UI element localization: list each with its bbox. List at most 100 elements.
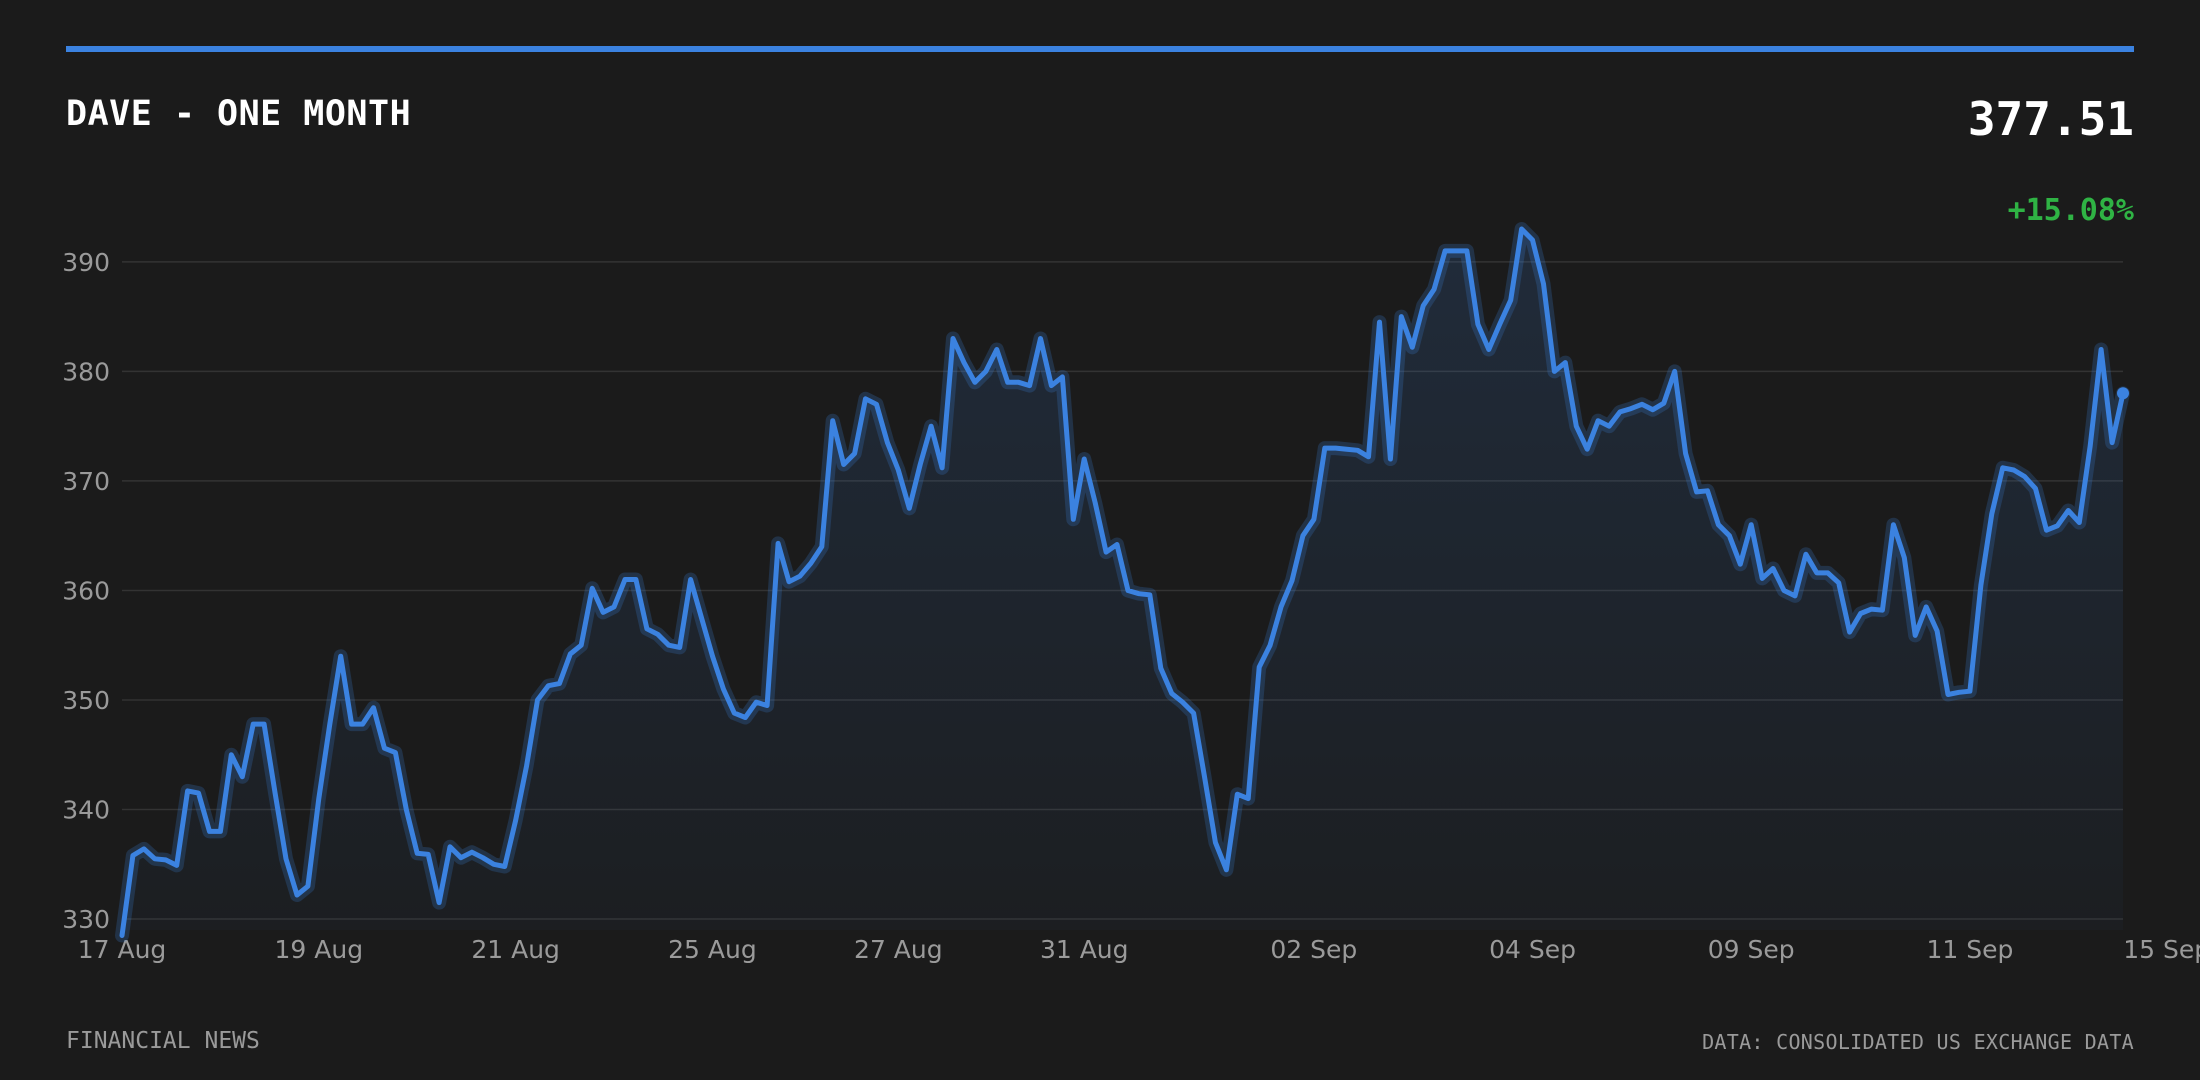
data-point	[1673, 369, 1677, 373]
data-point	[262, 722, 266, 726]
data-point	[754, 700, 758, 704]
data-point	[623, 578, 627, 582]
data-point	[459, 856, 463, 860]
data-point	[1870, 607, 1874, 611]
x-tick-label: 17 Aug	[78, 935, 167, 964]
data-point	[1093, 501, 1097, 505]
x-tick-label: 02 Sep	[1270, 935, 1357, 964]
data-point	[896, 468, 900, 472]
data-point	[1979, 583, 1983, 587]
data-point	[798, 574, 802, 578]
data-point	[1290, 579, 1294, 583]
data-point	[131, 854, 135, 858]
data-point	[1727, 534, 1731, 538]
data-point	[1028, 384, 1032, 388]
data-point	[1203, 775, 1207, 779]
data-point	[1017, 380, 1021, 384]
data-point	[2023, 475, 2027, 479]
data-point	[1137, 592, 1141, 596]
data-point	[2055, 524, 2059, 528]
data-point	[153, 857, 157, 861]
data-point	[1082, 457, 1086, 461]
data-point	[1367, 455, 1371, 459]
data-point	[1071, 517, 1075, 521]
x-tick-label: 15 Sep	[2123, 935, 2200, 964]
data-point	[1815, 571, 1819, 575]
data-point	[557, 682, 561, 686]
price-change: +15.08%	[2007, 193, 2134, 228]
data-point	[1323, 446, 1327, 450]
data-point	[1039, 337, 1043, 341]
data-point	[700, 616, 704, 620]
data-point	[995, 348, 999, 352]
data-point	[1848, 630, 1852, 634]
data-point	[273, 791, 277, 795]
data-point	[1531, 238, 1535, 242]
x-tick-label: 31 Aug	[1040, 935, 1129, 964]
data-point	[218, 829, 222, 833]
data-point	[885, 441, 889, 445]
data-point	[1738, 562, 1742, 566]
data-point	[1924, 605, 1928, 609]
data-point	[1509, 298, 1513, 302]
x-tick-label: 11 Sep	[1926, 935, 2013, 964]
data-point	[1410, 345, 1414, 349]
data-point	[1312, 517, 1316, 521]
data-point	[1060, 375, 1064, 379]
data-point	[1563, 361, 1567, 365]
data-point	[339, 654, 343, 658]
data-point	[470, 850, 474, 854]
data-point	[186, 789, 190, 793]
data-point	[317, 797, 321, 801]
data-point	[1432, 287, 1436, 291]
data-point	[426, 852, 430, 856]
data-point	[787, 580, 791, 584]
data-point	[1782, 589, 1786, 593]
data-point	[1246, 797, 1250, 801]
data-point	[1170, 691, 1174, 695]
data-point	[678, 645, 682, 649]
data-point	[2001, 466, 2005, 470]
data-point	[1192, 711, 1196, 715]
data-point	[656, 632, 660, 636]
data-point	[1268, 643, 1272, 647]
data-point	[1859, 612, 1863, 616]
data-point	[1902, 556, 1906, 560]
data-point	[1596, 419, 1600, 423]
data-point	[546, 684, 550, 688]
data-point	[831, 419, 835, 423]
data-point	[1006, 380, 1010, 384]
accent-rule	[66, 46, 2134, 52]
last-price-marker	[2117, 387, 2129, 400]
data-point	[1760, 576, 1764, 580]
data-point	[1880, 608, 1884, 612]
data-point	[776, 541, 780, 545]
data-point	[1749, 523, 1753, 527]
data-point	[612, 605, 616, 609]
data-point	[1771, 567, 1775, 571]
data-point	[1935, 629, 1939, 633]
data-point	[1574, 424, 1578, 428]
data-point	[1695, 490, 1699, 494]
data-point	[448, 845, 452, 849]
data-point	[2088, 444, 2092, 448]
data-point	[1487, 348, 1491, 352]
x-axis-ticks: 17 Aug 19 Aug 21 Aug 25 Aug 27 Aug 31 Aug 02 S…	[78, 935, 2200, 964]
data-point	[437, 901, 441, 905]
x-tick-label: 09 Sep	[1708, 935, 1795, 964]
data-point	[1388, 457, 1392, 461]
data-point	[820, 545, 824, 549]
data-point	[2077, 521, 2081, 525]
data-point	[951, 337, 955, 341]
data-point	[1629, 407, 1633, 411]
data-point	[350, 722, 354, 726]
data-point	[1957, 690, 1961, 694]
data-point	[2099, 348, 2103, 352]
data-point	[492, 862, 496, 866]
data-point	[481, 856, 485, 860]
x-tick-label: 25 Aug	[668, 935, 757, 964]
chart-title: DAVE - ONE MONTH	[66, 94, 412, 134]
data-point	[765, 704, 769, 708]
data-point	[361, 722, 365, 726]
data-point	[404, 808, 408, 812]
